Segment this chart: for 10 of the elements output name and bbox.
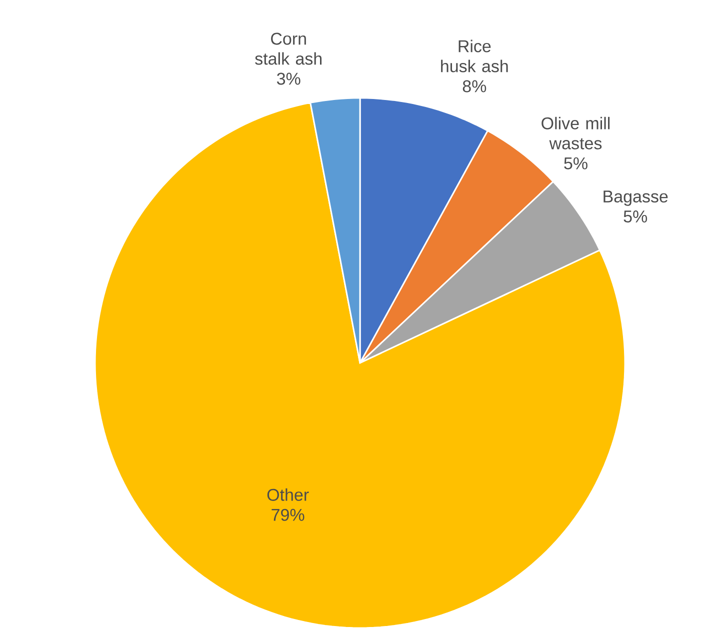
data-label: 3% (276, 72, 300, 85)
slice-label: Corn stalk ash (255, 32, 322, 65)
slice-label: Bagasse (604, 190, 668, 206)
slice-label: Other (267, 488, 309, 501)
slice-label: Rice husk ash (441, 40, 508, 72)
data-label: 8% (462, 80, 486, 92)
data-label: 5% (624, 210, 648, 223)
slice-label: Olive mill wastes (542, 116, 610, 150)
data-label: 5% (564, 157, 588, 170)
data-label: 79% (272, 508, 304, 521)
